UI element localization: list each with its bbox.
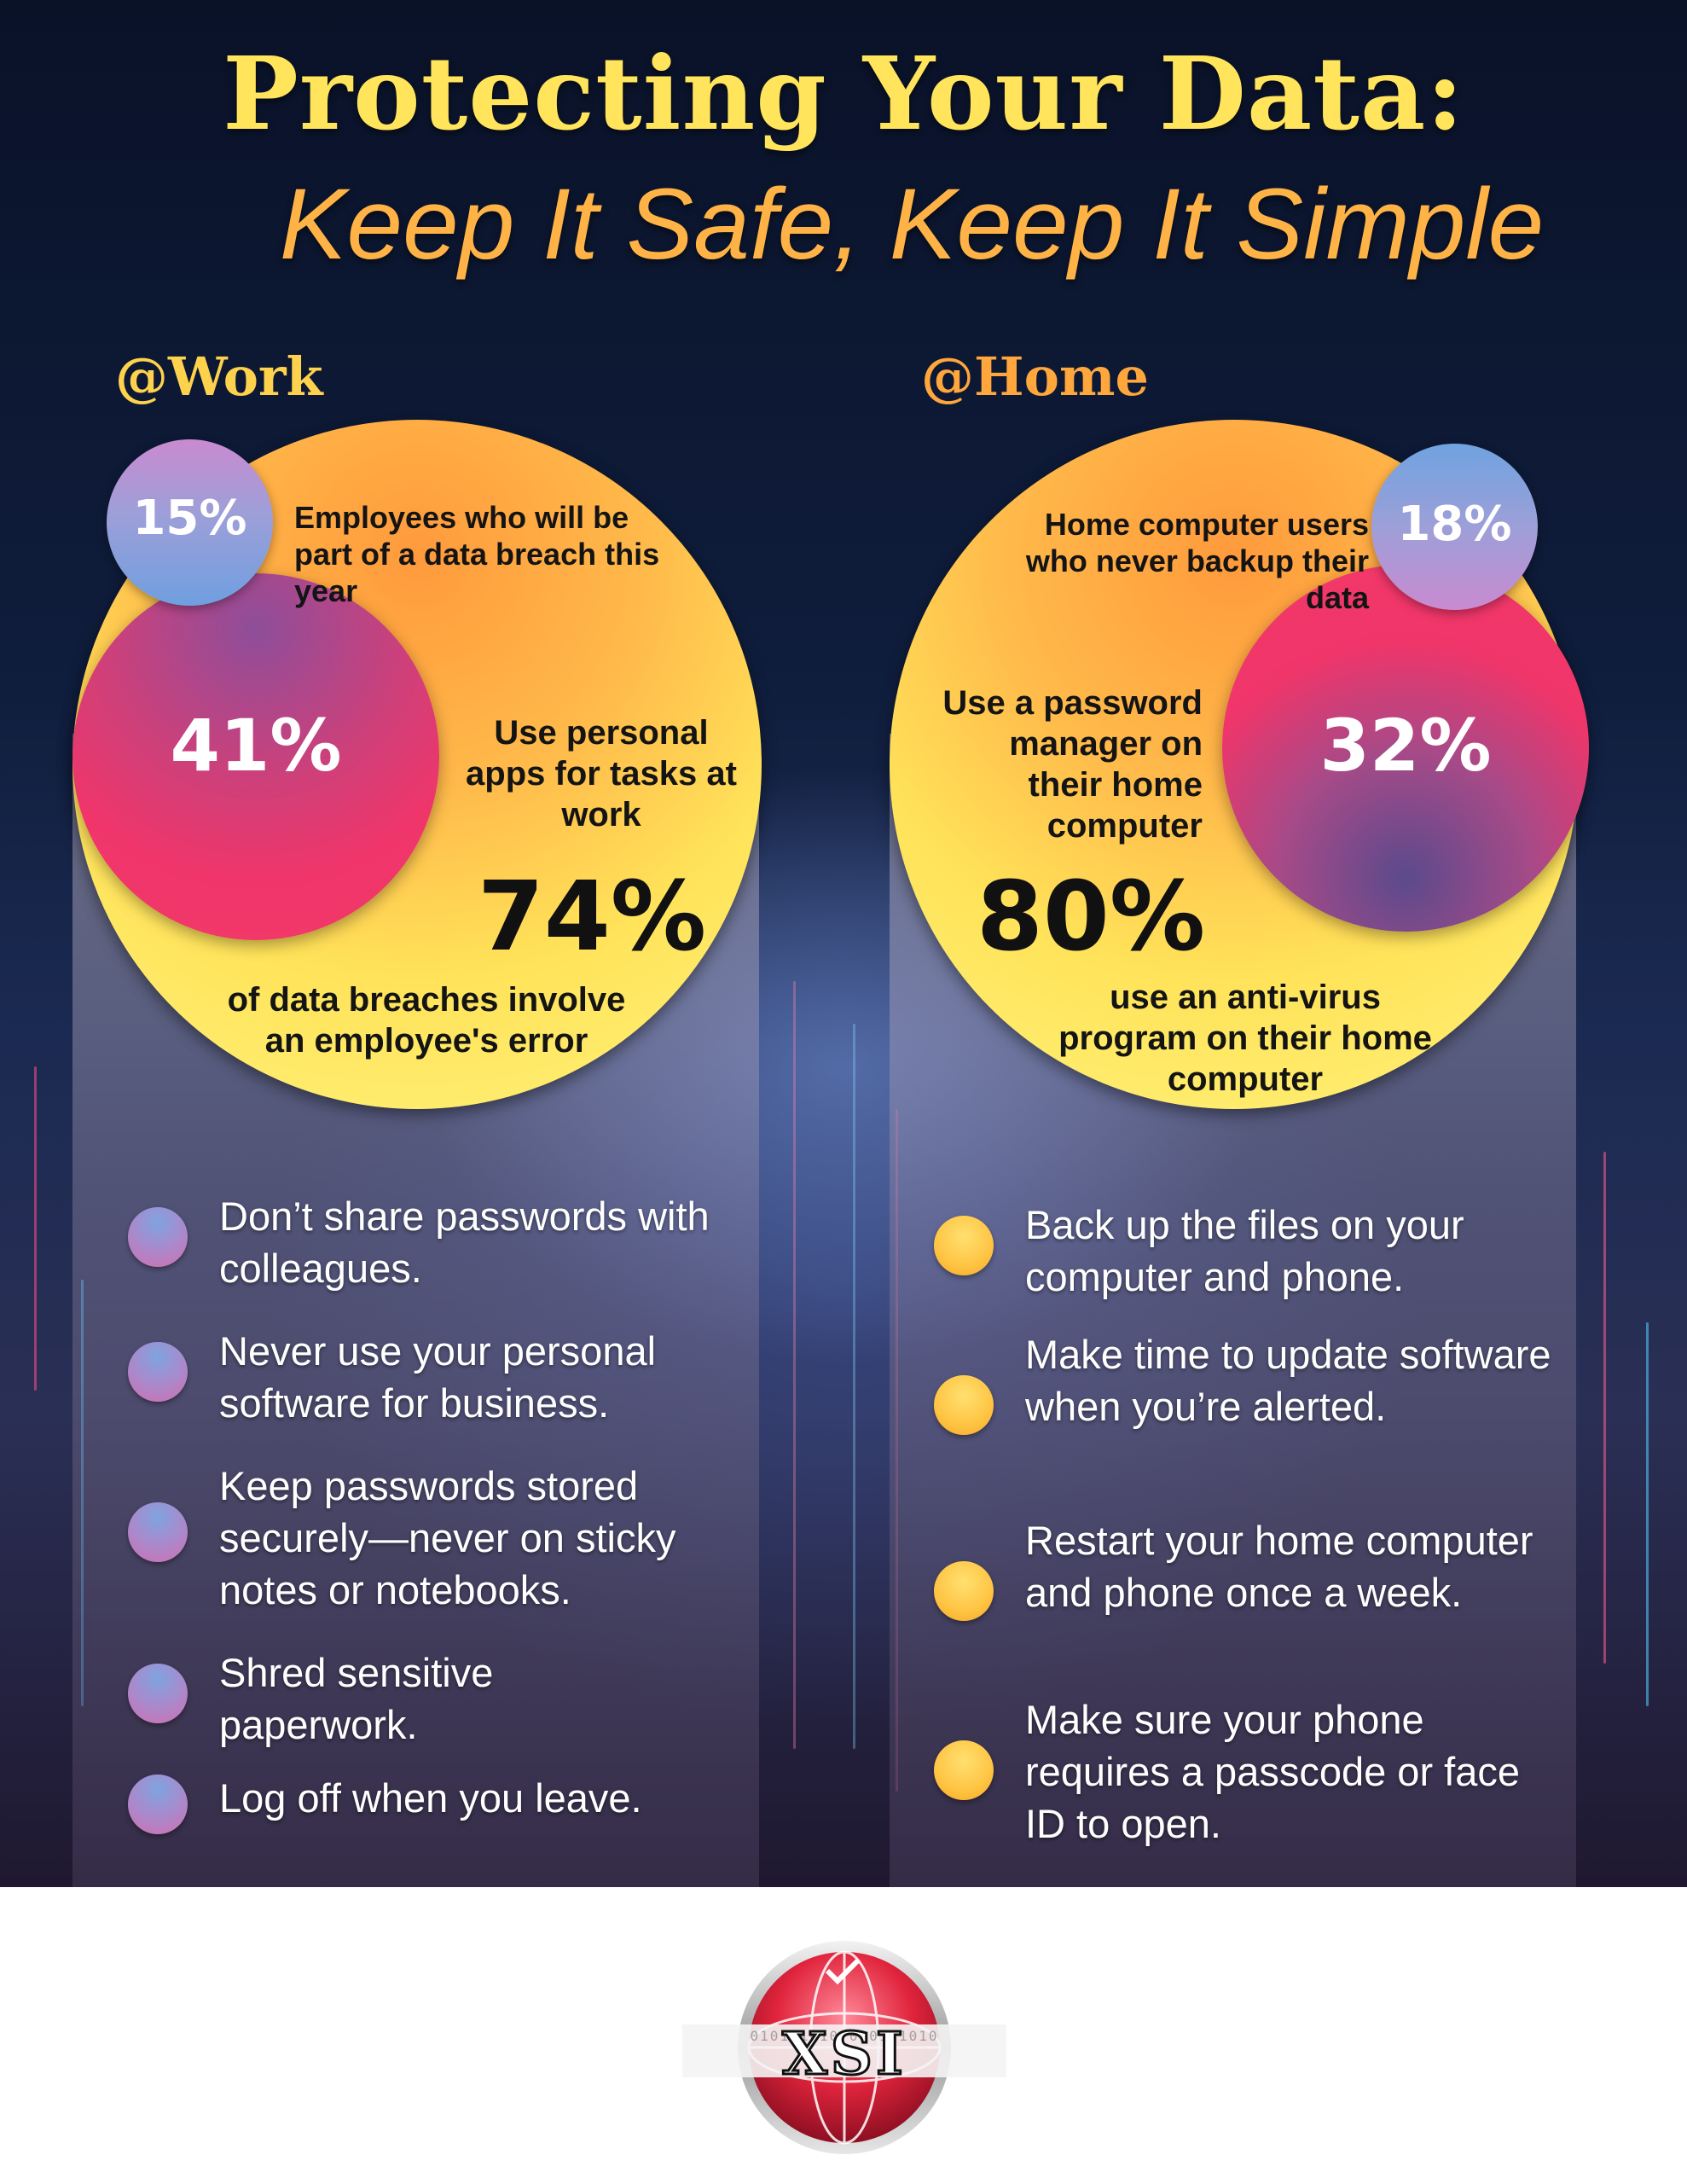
work-mid-circle <box>72 573 439 940</box>
page-title: Protecting Your Data: <box>223 34 1464 153</box>
work-big-label: of data breaches involve an employee's e… <box>227 981 626 1060</box>
tip-text: Make time to update software when you’re… <box>1025 1332 1551 1429</box>
tip-text: Restart your home computer and phone onc… <box>1025 1518 1533 1615</box>
light-streak <box>1646 1322 1649 1706</box>
home-big-value: 80% <box>977 862 1206 973</box>
work-small-label: Employees who will be part of a data bre… <box>294 500 660 609</box>
home-mid-circle <box>1222 565 1589 932</box>
home-small-label: Home computer users who never backup the… <box>1025 507 1369 616</box>
page-subtitle: Keep It Safe, Keep It Simple <box>279 168 1545 281</box>
work-small-value: 15% <box>132 491 247 546</box>
tip-text: Make sure your phone requires a passcode… <box>1025 1697 1520 1846</box>
home-small-circle <box>1371 444 1538 610</box>
bullet-dot <box>128 1207 188 1267</box>
tip-text: Never use your personal software for bus… <box>219 1328 657 1426</box>
work-mid-label: Use personal apps for tasks at work <box>466 714 737 834</box>
bullet-dot <box>128 1342 188 1402</box>
home-big-label: use an anti-virus program on their home … <box>1058 979 1432 1098</box>
tip-text: Shred sensitive paperwork. <box>219 1650 494 1747</box>
bullet-dot <box>934 1216 994 1275</box>
home-heading: @Home <box>921 346 1149 408</box>
logo-binary: 0101 1010 0101 1010 <box>750 2028 939 2044</box>
bullet-dot <box>934 1375 994 1435</box>
bullet-dot <box>934 1561 994 1621</box>
home-mid-value: 32% <box>1319 704 1492 787</box>
work-mid-value: 41% <box>170 704 342 787</box>
light-streak <box>793 981 796 1749</box>
bullet-dot <box>128 1502 188 1562</box>
tip-text: Log off when you leave. <box>219 1775 642 1821</box>
work-heading: @Work <box>115 346 323 408</box>
light-streak <box>1603 1152 1606 1664</box>
bullet-dot <box>128 1664 188 1723</box>
tip-text: Don’t share passwords with colleagues. <box>219 1194 710 1291</box>
tip-text: Back up the files on your computer and p… <box>1025 1202 1464 1299</box>
home-small-value: 18% <box>1397 497 1512 552</box>
light-streak <box>34 1066 37 1391</box>
work-big-value: 74% <box>478 862 707 973</box>
background: Protecting Your Data: Keep It Safe, Keep… <box>0 0 1687 1887</box>
work-small-circle <box>107 439 273 606</box>
bullet-dot <box>934 1740 994 1800</box>
light-streak <box>853 1024 855 1749</box>
globe-logo-icon <box>682 1941 1006 2154</box>
logo-text: XSI <box>781 2019 907 2090</box>
xsi-logo: 0101 1010 0101 1010 XSI <box>682 1932 1006 2163</box>
tip-text: Keep passwords stored securely—never on … <box>219 1463 676 1612</box>
home-mid-label: Use a password manager on their home com… <box>942 684 1203 845</box>
bullet-dot <box>128 1774 188 1834</box>
